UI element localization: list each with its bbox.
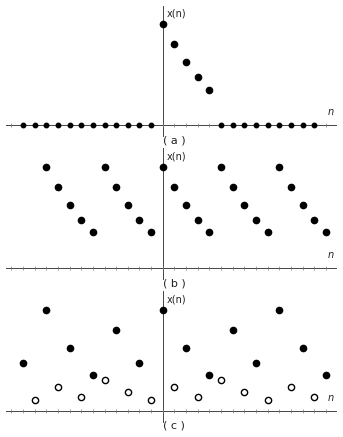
Text: x(n): x(n) xyxy=(166,152,186,162)
Text: ( b ): ( b ) xyxy=(163,278,186,288)
Text: n: n xyxy=(328,107,334,117)
Text: n: n xyxy=(328,250,334,260)
Text: ( a ): ( a ) xyxy=(163,135,186,145)
Text: n: n xyxy=(328,393,334,403)
Text: x(n): x(n) xyxy=(166,9,186,19)
Text: x(n): x(n) xyxy=(166,295,186,305)
Text: ( c ): ( c ) xyxy=(164,421,185,431)
